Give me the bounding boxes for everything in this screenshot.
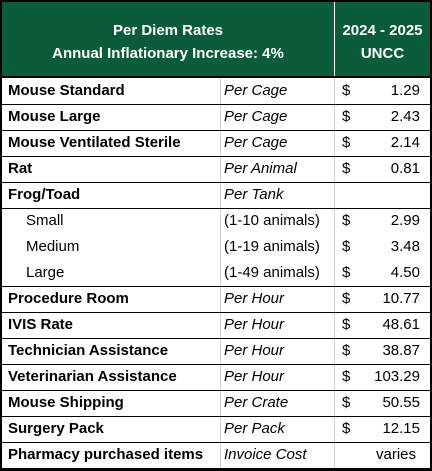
amount: 38.87 (382, 342, 420, 359)
item-name: Veterinarian Assistance (8, 368, 177, 385)
currency: $ (342, 108, 351, 125)
row (2, 156, 430, 183)
row (2, 286, 430, 313)
header: Per Diem Rates Annual Inflationary Incre… (2, 2, 430, 78)
row (2, 130, 430, 157)
row (2, 416, 430, 443)
org: UNCC (360, 45, 405, 62)
item-name: Technician Assistance (8, 342, 169, 359)
item-name: Frog/Toad (8, 186, 81, 203)
item-name: IVIS Rate (8, 316, 74, 333)
item-name: Surgery Pack (8, 420, 104, 437)
subtitle: Annual Inflationary Increase: 4% (52, 45, 284, 62)
sub-item-name: Small (26, 212, 64, 229)
unit: Per Pack (224, 420, 285, 437)
row (2, 338, 430, 365)
unit: (1-10 animals) (224, 212, 320, 229)
divider (334, 2, 335, 76)
unit: Per Cage (224, 134, 288, 151)
amount: 1.29 (390, 82, 420, 99)
unit: Invoice Cost (224, 446, 307, 463)
column-line (334, 78, 335, 469)
currency: $ (342, 394, 351, 411)
item-name: Procedure Room (8, 290, 129, 307)
column-line (220, 78, 221, 469)
row (2, 442, 430, 469)
sub-item-name: Medium (26, 238, 80, 255)
row (2, 182, 430, 209)
amount: varies (375, 446, 416, 463)
currency: $ (342, 264, 351, 281)
title: Per Diem Rates (112, 22, 224, 39)
unit: (1-49 animals) (224, 264, 320, 281)
amount: 2.99 (390, 212, 420, 229)
currency: $ (342, 342, 351, 359)
unit: Per Hour (224, 290, 285, 307)
amount: 3.48 (390, 238, 420, 255)
unit: Per Crate (224, 394, 289, 411)
amount: 12.15 (382, 420, 420, 437)
row (2, 390, 430, 417)
currency: $ (342, 316, 351, 333)
item-name: Mouse Ventilated Sterile (8, 134, 181, 151)
item-name: Mouse Large (8, 108, 101, 125)
currency: $ (342, 290, 351, 307)
currency: $ (342, 160, 351, 177)
unit: Per Hour (224, 316, 285, 333)
row (2, 104, 430, 131)
currency: $ (342, 420, 351, 437)
unit: Per Cage (224, 108, 288, 125)
amount: 4.50 (390, 264, 420, 281)
unit: Per Hour (224, 368, 285, 385)
unit: Per Hour (224, 342, 285, 359)
item-name: Mouse Standard (8, 82, 125, 99)
row (2, 364, 430, 391)
row (2, 208, 430, 234)
amount: 48.61 (382, 316, 420, 333)
unit: Per Cage (224, 82, 288, 99)
sub-item-name: Large (26, 264, 65, 281)
row (2, 78, 430, 105)
row (2, 312, 430, 339)
amount: 103.29 (374, 368, 420, 385)
amount: 2.43 (390, 108, 420, 125)
item-name: Mouse Shipping (8, 394, 124, 411)
row (2, 260, 430, 287)
unit: Per Tank (224, 186, 284, 203)
unit: (1-19 animals) (224, 238, 320, 255)
years: 2024 - 2025 (342, 22, 423, 39)
currency: $ (342, 82, 351, 99)
amount: 0.81 (390, 160, 420, 177)
amount: 2.14 (390, 134, 420, 151)
item-name: Pharmacy purchased items (8, 446, 204, 463)
currency: $ (342, 212, 351, 229)
amount: 10.77 (382, 290, 420, 307)
item-name: Rat (8, 160, 33, 177)
currency: $ (342, 368, 351, 385)
currency: $ (342, 134, 351, 151)
currency: $ (342, 238, 351, 255)
amount: 50.55 (382, 394, 420, 411)
unit: Per Animal (224, 160, 297, 177)
